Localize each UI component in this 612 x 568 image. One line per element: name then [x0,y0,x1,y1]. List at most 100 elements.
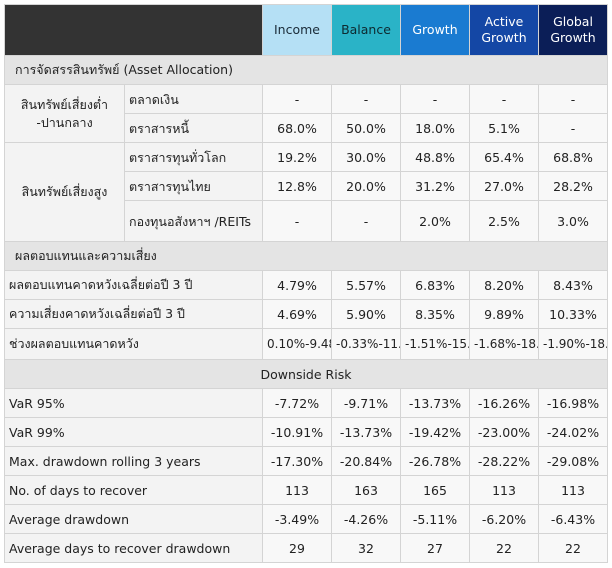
table-cell: 5.57% [331,270,401,300]
table-cell: 5.90% [331,299,401,329]
table-cell: -17.30% [262,446,332,476]
table-row: ผลตอบแทนคาดหวังเฉลี่ยต่อปี 3 ปี 4.79% 5.… [4,270,608,300]
table-row: Max. drawdown rolling 3 years -17.30% -2… [4,446,608,476]
row-label: ตลาดเงิน [124,84,263,114]
table-cell: 12.8% [262,171,332,201]
row-label: No. of days to recover [4,475,263,505]
table-cell: 22 [538,533,608,563]
table-row: สินทรัพย์เสี่ยงสูง ตราสารทุนทั่วโลก 19.2… [4,142,608,242]
asset-allocation-table: Income Balance Growth Active Growth Glob… [4,4,608,563]
row-label: VaR 95% [4,388,263,418]
section-title-return-risk: ผลตอบแทนและความเสี่ยง [4,241,608,271]
table-row: สินทรัพย์เสี่ยงต่ำ -ปานกลาง ตลาดเงิน - -… [4,84,608,143]
col-header-global-growth: Global Growth [538,4,608,56]
table-cell: -13.73% [400,388,470,418]
row-label: VaR 99% [4,417,263,447]
table-cell: -29.08% [538,446,608,476]
table-cell: 27 [400,533,470,563]
row-label: ตราสารหนี้ [124,113,263,143]
table-cell: -4.26% [331,504,401,534]
table-cell: 50.0% [331,113,401,143]
table-cell: -26.78% [400,446,470,476]
row-label: กองทุนอสังหาฯ /REITs [124,200,263,242]
table-cell: -1.51%-15.18% [400,328,470,360]
table-cell: - [538,113,608,143]
row-label: Max. drawdown rolling 3 years [4,446,263,476]
table-cell: -5.11% [400,504,470,534]
table-cell: 32 [331,533,401,563]
table-cell: - [538,84,608,114]
col-header-active-growth: Active Growth [469,4,539,56]
table-cell: 163 [331,475,401,505]
row-label: Average days to recover drawdown [4,533,263,563]
table-cell: -16.26% [469,388,539,418]
table-row: ความเสี่ยงคาดหวังเฉลี่ยต่อปี 3 ปี 4.69% … [4,299,608,329]
table-cell: 18.0% [400,113,470,143]
table-row: ตราสารหนี้ 68.0% 50.0% 18.0% 5.1% - [5,113,608,143]
header-row: Income Balance Growth Active Growth Glob… [4,4,608,56]
row-label: Average drawdown [4,504,263,534]
table-cell: - [400,84,470,114]
table-row: Average drawdown -3.49% -4.26% -5.11% -6… [4,504,608,534]
section-row: Downside Risk [4,359,608,389]
table-cell: 65.4% [469,142,539,172]
table-cell: -28.22% [469,446,539,476]
table-cell: 113 [262,475,332,505]
table-cell: 0.10%-9.48% [262,328,332,360]
col-header-growth: Growth [400,4,470,56]
table-cell: -24.02% [538,417,608,447]
table-cell: 113 [538,475,608,505]
table-cell: 8.35% [400,299,470,329]
table-cell: 48.8% [400,142,470,172]
table-cell: -0.33%-11.47% [331,328,401,360]
table-cell: -6.43% [538,504,608,534]
table-cell: 3.0% [538,200,608,242]
table-cell: 27.0% [469,171,539,201]
group-label-high-risk: สินทรัพย์เสี่ยงสูง [4,142,125,242]
table-cell: -1.68%-18.09% [469,328,539,360]
table-cell: 5.1% [469,113,539,143]
table-cell: -13.73% [331,417,401,447]
table-cell: 4.69% [262,299,332,329]
table-cell: - [331,84,401,114]
section-title-asset-allocation: การจัดสรรสินทรัพย์ (Asset Allocation) [4,55,608,85]
table-row: No. of days to recover 113 163 165 113 1… [4,475,608,505]
table-cell: 22 [469,533,539,563]
table-cell: 68.0% [262,113,332,143]
row-label: ตราสารทุนไทย [124,171,263,201]
row-label: ผลตอบแทนคาดหวังเฉลี่ยต่อปี 3 ปี [4,270,263,300]
table-cell: - [469,84,539,114]
table-cell: -20.84% [331,446,401,476]
table-row: VaR 99% -10.91% -13.73% -19.42% -23.00% … [4,417,608,447]
col-header-balance: Balance [331,4,401,56]
table-cell: 8.43% [538,270,608,300]
table-cell: -9.71% [331,388,401,418]
row-label: ความเสี่ยงคาดหวังเฉลี่ยต่อปี 3 ปี [4,299,263,329]
table-cell: 2.5% [469,200,539,242]
table-cell: 4.79% [262,270,332,300]
table-cell: 30.0% [331,142,401,172]
section-row: การจัดสรรสินทรัพย์ (Asset Allocation) [4,55,608,85]
table-cell: - [262,200,332,242]
table-cell: -7.72% [262,388,332,418]
table-cell: 28.2% [538,171,608,201]
section-row: ผลตอบแทนและความเสี่ยง [4,241,608,271]
table-cell: -19.42% [400,417,470,447]
section-title-downside-risk: Downside Risk [4,359,608,389]
table-cell: 8.20% [469,270,539,300]
table-cell: -16.98% [538,388,608,418]
table-cell: - [331,200,401,242]
table-cell: 20.0% [331,171,401,201]
table-cell: -10.91% [262,417,332,447]
table-cell: 113 [469,475,539,505]
table-cell: 10.33% [538,299,608,329]
table-cell: 19.2% [262,142,332,172]
table-cell: 2.0% [400,200,470,242]
table-cell: - [262,84,332,114]
table-row: Average days to recover drawdown 29 32 2… [4,533,608,563]
table-cell: 68.8% [538,142,608,172]
header-corner [4,4,263,56]
table-cell: 29 [262,533,332,563]
table-cell: -23.00% [469,417,539,447]
row-label: ตราสารทุนทั่วโลก [124,142,263,172]
